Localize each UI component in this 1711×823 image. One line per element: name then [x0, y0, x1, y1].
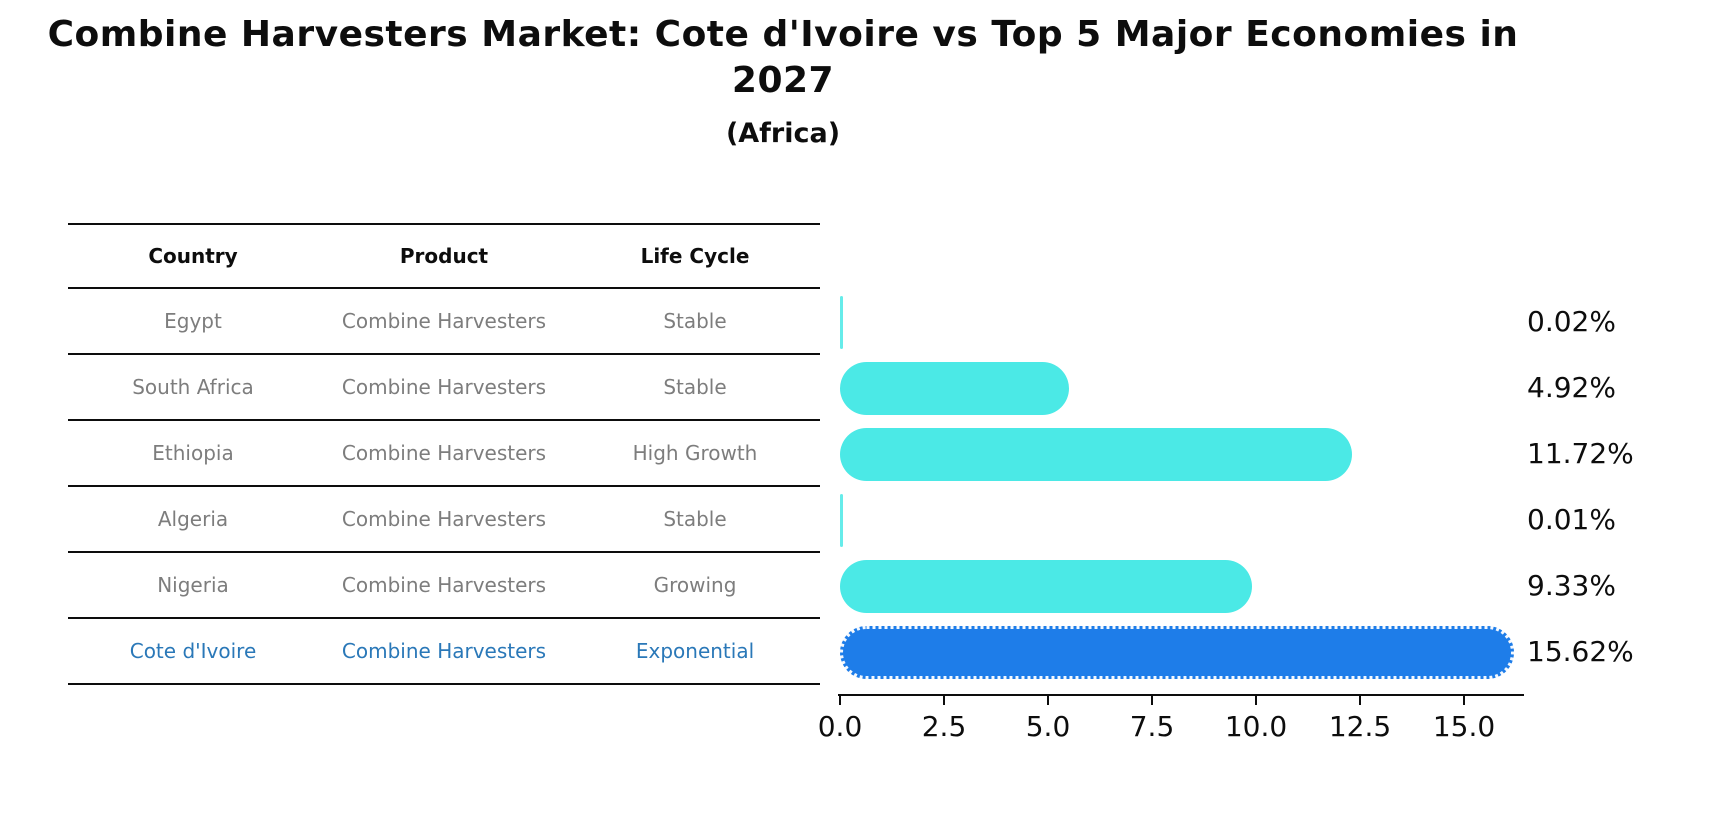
bar-chart: [840, 289, 1560, 685]
x-tick-mark-7.5: [1151, 696, 1153, 705]
bar-egypt: [840, 295, 843, 349]
x-tick-label-10.0: 10.0: [1224, 710, 1288, 743]
table-cell-country: Egypt: [164, 309, 222, 333]
bar-nigeria: [840, 559, 1253, 613]
value-label-cote-d-ivoire: 15.62%: [1527, 635, 1634, 668]
table-row-nigeria: Nigeria Combine Harvesters Growing: [68, 553, 820, 619]
table-row-south-africa: South Africa Combine Harvesters Stable: [68, 355, 820, 421]
table-cell-product: Combine Harvesters: [341, 441, 547, 465]
x-tick-label-15.0: 15.0: [1432, 710, 1496, 743]
table-cell-country: Ethiopia: [152, 441, 234, 465]
table-cell-life-cycle: Stable: [663, 309, 727, 333]
x-tick-mark-5.0: [1047, 696, 1049, 705]
x-tick-label-7.5: 7.5: [1129, 710, 1175, 743]
chart-subtitle: (Africa): [725, 118, 841, 149]
chart-title: Combine Harvesters Market: Cote d'Ivoire…: [47, 14, 1519, 101]
x-tick-mark-12.5: [1359, 696, 1361, 705]
x-tick-mark-15.0: [1463, 696, 1465, 705]
title-block: Combine Harvesters Market: Cote d'Ivoire…: [0, 12, 1566, 149]
value-label-south-africa: 4.92%: [1527, 371, 1616, 404]
table-cell-product: Combine Harvesters: [341, 375, 547, 399]
table-row-cote-d-ivoire: Cote d'Ivoire Combine Harvesters Exponenti…: [68, 619, 820, 685]
table-cell-life-cycle: High Growth: [632, 441, 758, 465]
table-cell-product: Combine Harvesters: [341, 507, 547, 531]
bar-south-africa: [840, 361, 1069, 415]
bar-algeria: [840, 493, 843, 547]
value-label-algeria: 0.01%: [1527, 503, 1616, 536]
x-tick-label-12.5: 12.5: [1328, 710, 1392, 743]
table-cell-life-cycle: Exponential: [635, 639, 755, 663]
table-cell-country: Nigeria: [157, 573, 229, 597]
x-tick-label-2.5: 2.5: [921, 710, 967, 743]
bar-ethiopia: [840, 427, 1352, 481]
x-tick-mark-10.0: [1255, 696, 1257, 705]
x-tick-mark-0.0: [839, 696, 841, 705]
bar-cote-d-ivoire: [840, 625, 1514, 679]
table-row-algeria: Algeria Combine Harvesters Stable: [68, 487, 820, 553]
table-body: Egypt Combine Harvesters Stable South Afric…: [68, 289, 820, 685]
table-header-product: Product: [399, 244, 489, 268]
table-header-life-cycle: Life Cycle: [640, 244, 750, 268]
table-cell-life-cycle: Stable: [663, 507, 727, 531]
table-cell-product: Combine Harvesters: [341, 309, 547, 333]
table-row-ethiopia: Ethiopia Combine Harvesters High Growth: [68, 421, 820, 487]
value-label-ethiopia: 11.72%: [1527, 437, 1634, 470]
table-cell-product: Combine Harvesters: [341, 573, 547, 597]
x-tick-label-0.0: 0.0: [817, 710, 863, 743]
table-cell-country: Algeria: [157, 507, 229, 531]
x-axis-line: [838, 694, 1524, 696]
table-header-row: Country Product Life Cycle: [68, 223, 820, 289]
x-tick-mark-2.5: [943, 696, 945, 705]
table-cell-life-cycle: Stable: [663, 375, 727, 399]
x-tick-label-5.0: 5.0: [1025, 710, 1071, 743]
table-cell-country: South Africa: [132, 375, 254, 399]
table-header-country: Country: [148, 244, 238, 268]
table-cell-life-cycle: Growing: [653, 573, 737, 597]
info-table: Country Product Life Cycle Egypt Combine …: [68, 223, 820, 685]
table-cell-country: Cote d'Ivoire: [129, 639, 257, 663]
table-row-egypt: Egypt Combine Harvesters Stable: [68, 289, 820, 355]
value-label-nigeria: 9.33%: [1527, 569, 1616, 602]
table-cell-product: Combine Harvesters: [341, 639, 547, 663]
value-label-egypt: 0.02%: [1527, 305, 1616, 338]
